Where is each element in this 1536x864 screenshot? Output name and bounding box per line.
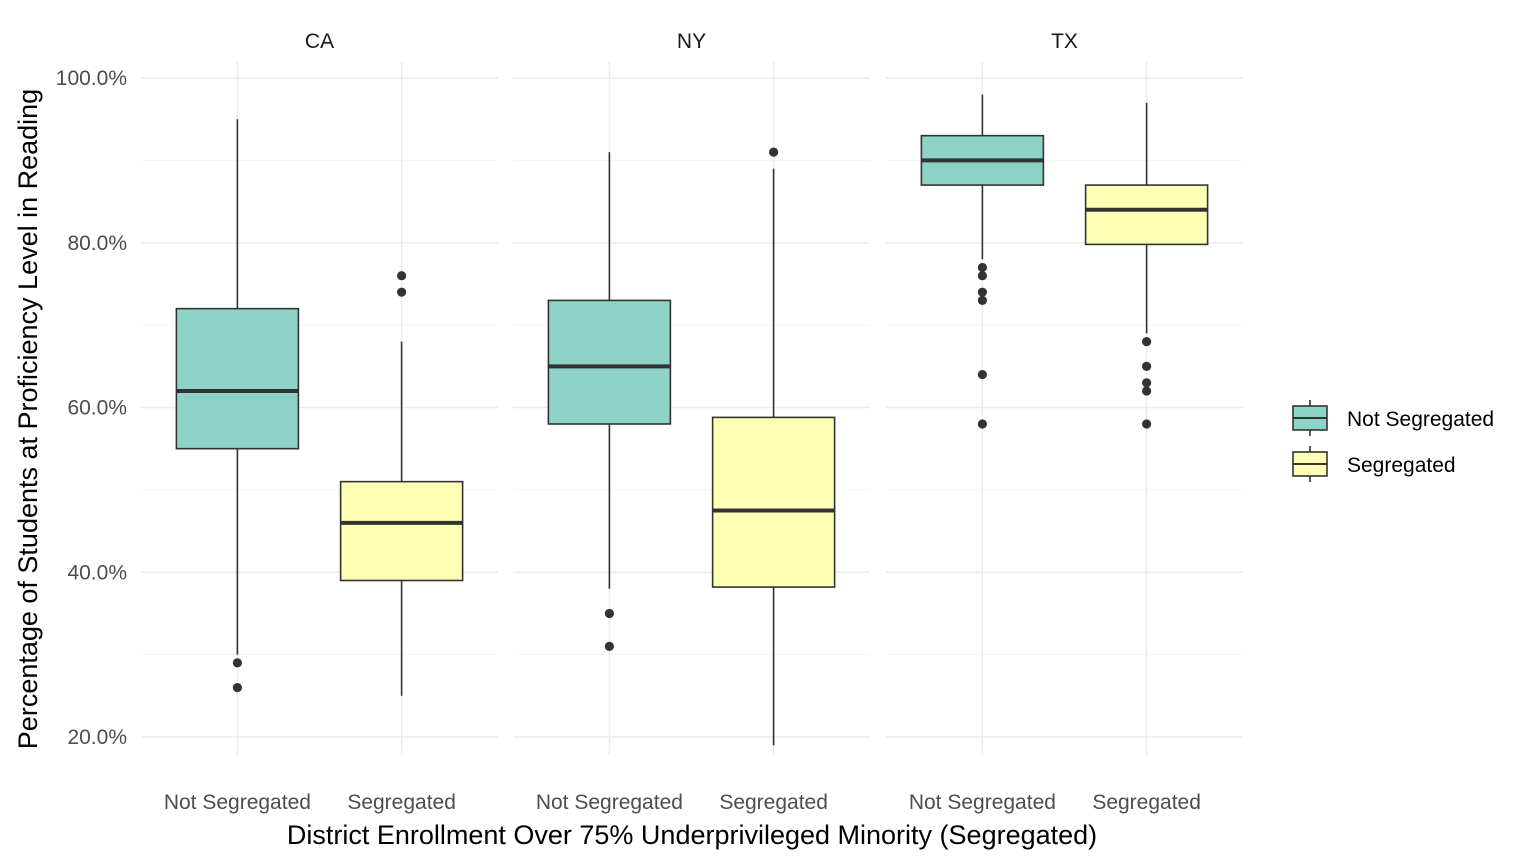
outlier-point <box>1142 386 1152 396</box>
outlier-point <box>1142 361 1152 371</box>
box-segregated <box>711 147 836 746</box>
outlier-point <box>977 419 987 429</box>
legend-key <box>1292 400 1328 436</box>
outlier-point <box>232 658 242 668</box>
box-not-segregated <box>175 119 300 693</box>
x-tick-label: Not Segregated <box>909 791 1056 814</box>
y-axis-title: Percentage of Students at Proficiency Le… <box>13 89 43 749</box>
facet-label: NY <box>677 30 706 53</box>
outlier-point <box>1142 378 1152 388</box>
facet-label: TX <box>1051 30 1078 53</box>
legend-key <box>1292 446 1328 482</box>
y-tick-label: 20.0% <box>67 726 127 749</box>
x-tick-label: Not Segregated <box>164 791 311 814</box>
legend-label: Not Segregated <box>1347 408 1494 431</box>
outlier-point <box>977 295 987 306</box>
outlier-point <box>397 271 407 281</box>
iqr-box <box>1084 184 1209 246</box>
y-axis: 20.0% 40.0% 60.0% 80.0% 100.0% <box>56 67 127 749</box>
iqr-box <box>547 299 672 425</box>
outlier-point <box>604 608 614 619</box>
outlier-point <box>232 682 242 693</box>
x-tick-label: Not Segregated <box>536 791 683 814</box>
box-not-segregated <box>920 94 1045 429</box>
legend-label: Segregated <box>1347 454 1456 477</box>
outlier-point <box>769 147 779 157</box>
x-tick-label: Segregated <box>347 791 456 814</box>
outlier-point <box>604 641 614 651</box>
box-not-segregated <box>547 152 672 651</box>
box-segregated <box>1084 102 1209 429</box>
outlier-point <box>977 262 987 273</box>
y-tick-label: 40.0% <box>67 561 127 584</box>
box-segregated <box>339 271 464 696</box>
y-tick-label: 80.0% <box>67 232 127 255</box>
iqr-box <box>711 416 836 588</box>
y-tick-label: 60.0% <box>67 397 127 420</box>
x-axis-title: District Enrollment Over 75% Underprivil… <box>287 820 1097 850</box>
outlier-point <box>977 369 987 380</box>
facet-panels: CA Not Segregated Segregated NY Not Segregat… <box>141 30 1243 814</box>
iqr-box <box>175 307 300 450</box>
facet-label: CA <box>305 30 334 53</box>
facet-panel-ny: NY Not Segregated Segregated <box>513 30 870 814</box>
facet-panel-tx: TX Not Segregated Segregated <box>886 30 1243 814</box>
outlier-point <box>1142 419 1152 429</box>
iqr-box <box>339 480 464 582</box>
outlier-point <box>977 271 987 281</box>
facet-panel-ca: CA Not Segregated Segregated <box>141 30 498 814</box>
legend: Not Segregated Segregated <box>1292 400 1494 482</box>
outlier-point <box>397 287 407 297</box>
y-tick-label: 100.0% <box>56 67 127 90</box>
x-tick-label: Segregated <box>1092 791 1201 814</box>
x-tick-label: Segregated <box>719 791 828 814</box>
outlier-point <box>977 287 987 297</box>
outlier-point <box>1142 337 1152 347</box>
